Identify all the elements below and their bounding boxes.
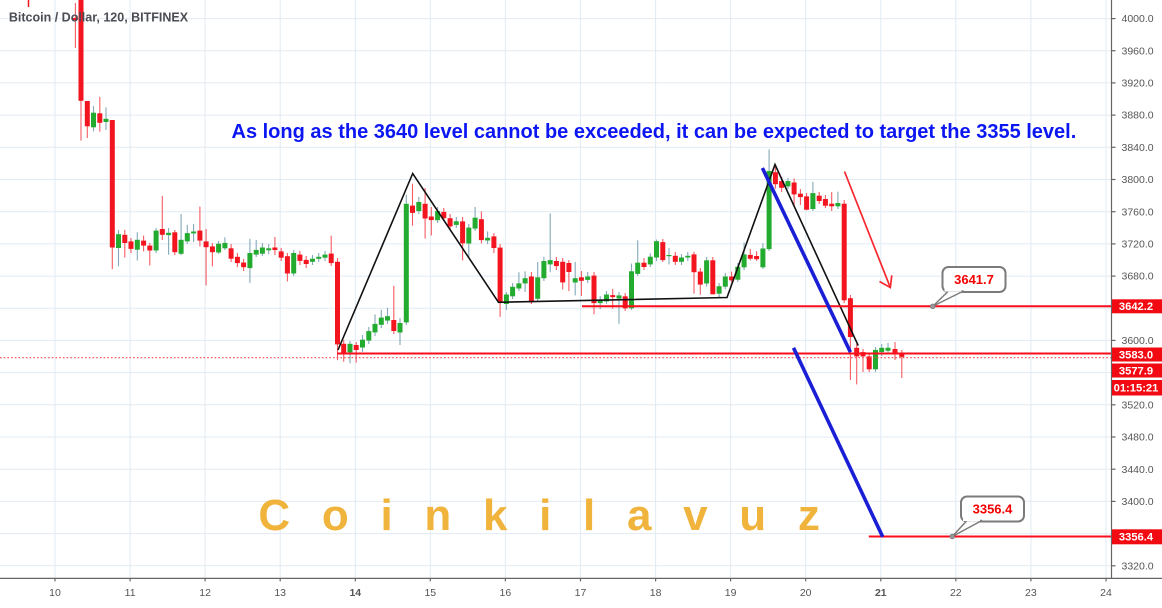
svg-text:3356.4: 3356.4 xyxy=(973,502,1014,517)
svg-text:20: 20 xyxy=(800,587,812,599)
svg-text:Bitcoin / Dollar, 120, BITFINE: Bitcoin / Dollar, 120, BITFINEX xyxy=(9,10,189,24)
svg-text:21: 21 xyxy=(875,587,887,599)
svg-text:12: 12 xyxy=(199,587,211,599)
svg-text:3642.2: 3642.2 xyxy=(1119,301,1153,313)
svg-text:14: 14 xyxy=(349,587,361,599)
svg-text:3520.0: 3520.0 xyxy=(1122,399,1154,411)
svg-text:23: 23 xyxy=(1025,587,1037,599)
svg-text:11: 11 xyxy=(125,587,136,599)
svg-text:3577.9: 3577.9 xyxy=(1119,365,1153,377)
svg-text:13: 13 xyxy=(274,587,286,599)
svg-text:17: 17 xyxy=(575,587,587,599)
svg-text:Coinkilavuz: Coinkilavuz xyxy=(258,491,851,540)
svg-text:19: 19 xyxy=(725,587,737,599)
svg-text:4000.0: 4000.0 xyxy=(1122,13,1154,25)
svg-text:3920.0: 3920.0 xyxy=(1122,78,1154,90)
svg-text:3840.0: 3840.0 xyxy=(1122,142,1154,154)
svg-text:3720.0: 3720.0 xyxy=(1122,239,1154,251)
svg-text:3680.0: 3680.0 xyxy=(1122,271,1154,283)
svg-text:3320.0: 3320.0 xyxy=(1122,560,1154,572)
svg-text:3641.7: 3641.7 xyxy=(954,272,994,287)
svg-text:22: 22 xyxy=(950,587,962,599)
svg-text:24: 24 xyxy=(1100,587,1112,599)
svg-text:3600.0: 3600.0 xyxy=(1122,335,1154,347)
svg-text:18: 18 xyxy=(650,587,662,599)
svg-text:3880.0: 3880.0 xyxy=(1122,110,1154,122)
svg-text:3800.0: 3800.0 xyxy=(1122,174,1154,186)
svg-text:16: 16 xyxy=(500,587,512,599)
svg-text:3356.4: 3356.4 xyxy=(1119,532,1154,544)
svg-text:3960.0: 3960.0 xyxy=(1122,45,1154,57)
svg-text:3583.0: 3583.0 xyxy=(1119,349,1153,361)
svg-text:10: 10 xyxy=(49,587,61,599)
svg-text:3760.0: 3760.0 xyxy=(1122,206,1154,218)
svg-text:15: 15 xyxy=(424,587,436,599)
svg-text:3440.0: 3440.0 xyxy=(1122,464,1154,476)
svg-text:3400.0: 3400.0 xyxy=(1122,496,1154,508)
svg-text:As long as the 3640 level cann: As long as the 3640 level cannot be exce… xyxy=(232,121,1077,143)
svg-text:01:15:21: 01:15:21 xyxy=(1114,383,1159,395)
svg-text:3480.0: 3480.0 xyxy=(1122,432,1154,444)
